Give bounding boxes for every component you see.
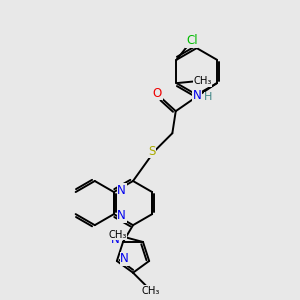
Text: N: N	[117, 209, 126, 222]
Text: N: N	[117, 184, 126, 197]
Text: N: N	[111, 233, 120, 246]
Text: Cl: Cl	[186, 34, 198, 47]
Text: N: N	[120, 252, 129, 266]
Text: O: O	[153, 87, 162, 100]
Text: S: S	[148, 145, 155, 158]
Text: CH₃: CH₃	[142, 286, 160, 296]
Text: CH₃: CH₃	[108, 230, 127, 240]
Text: CH₃: CH₃	[194, 76, 212, 86]
Text: N: N	[193, 88, 201, 101]
Text: H: H	[204, 92, 213, 102]
